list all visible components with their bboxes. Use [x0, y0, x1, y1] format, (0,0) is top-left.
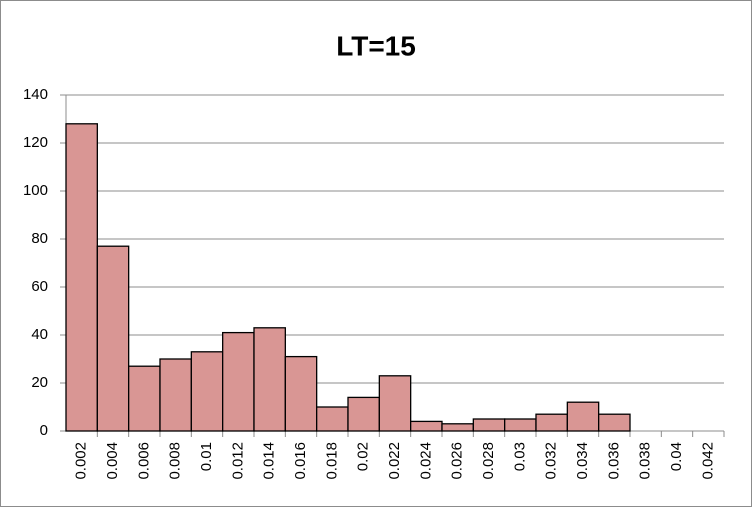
- x-tick-label: 0.036: [605, 442, 622, 480]
- bar: [598, 413, 631, 432]
- bar: [535, 413, 568, 432]
- y-tick-label: 0: [40, 422, 48, 439]
- bar: [566, 401, 600, 432]
- bar: [284, 355, 318, 432]
- y-tick-label: 20: [31, 374, 48, 391]
- bar: [504, 418, 537, 432]
- x-tick-label: 0.04: [668, 442, 685, 471]
- x-tick-label: 0.034: [574, 442, 591, 480]
- y-tick-label: 40: [31, 326, 48, 343]
- x-tick-label: 0.042: [699, 442, 716, 480]
- y-tick-label: 80: [31, 230, 48, 247]
- bar: [190, 351, 224, 432]
- x-tick-label: 0.03: [511, 442, 528, 471]
- bar: [378, 375, 412, 432]
- x-tick-label: 0.008: [167, 442, 184, 480]
- bar: [128, 365, 161, 432]
- x-tick-label: 0.004: [104, 442, 121, 480]
- bar: [96, 245, 130, 432]
- bar: [65, 123, 98, 432]
- bar: [347, 396, 380, 432]
- x-tick-label: 0.038: [637, 442, 654, 480]
- x-tick-label: 0.032: [543, 442, 560, 480]
- x-tick-label: 0.02: [355, 442, 372, 471]
- bar: [222, 331, 255, 432]
- bar: [441, 423, 474, 432]
- x-tick-label: 0.018: [323, 442, 340, 480]
- x-tick-label: 0.014: [261, 442, 278, 480]
- x-tick-label: 0.006: [135, 442, 152, 480]
- chart-title: LT=15: [336, 30, 416, 61]
- x-tick-label: 0.024: [417, 442, 434, 480]
- x-tick-label: 0.028: [480, 442, 497, 480]
- bar: [316, 406, 349, 432]
- y-tick-label: 100: [23, 182, 48, 199]
- y-tick-label: 60: [31, 278, 48, 295]
- y-tick-label: 140: [23, 86, 48, 103]
- bar: [472, 418, 506, 432]
- x-tick-label: 0.026: [449, 442, 466, 480]
- bar: [159, 358, 192, 432]
- x-tick-label: 0.01: [198, 442, 215, 471]
- bar: [253, 327, 286, 432]
- x-tick-label: 0.022: [386, 442, 403, 480]
- x-tick-label: 0.016: [292, 442, 309, 480]
- y-tick-label: 120: [23, 134, 48, 151]
- x-tick-label: 0.002: [73, 442, 90, 480]
- bar: [410, 420, 443, 432]
- x-tick-label: 0.012: [229, 442, 246, 480]
